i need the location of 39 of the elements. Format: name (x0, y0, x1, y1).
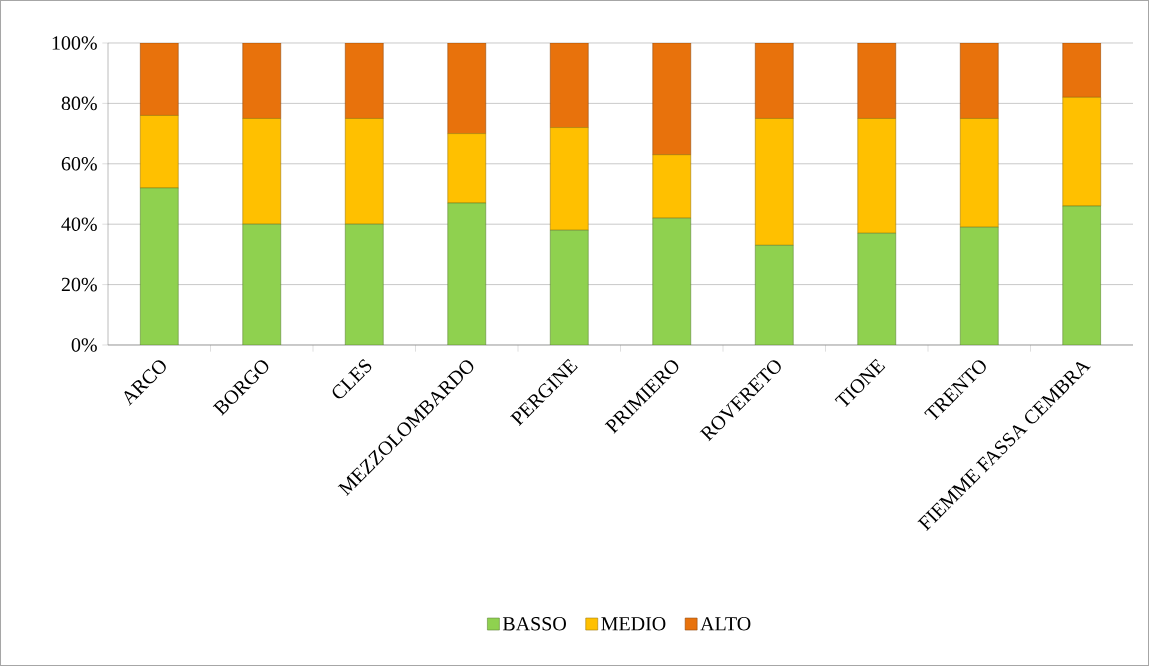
bar (652, 154, 692, 219)
bar (242, 42, 282, 119)
bar (344, 223, 384, 345)
y-tick-label: 20% (61, 277, 97, 292)
bar (139, 115, 179, 189)
bar (857, 232, 897, 345)
y-tick-label: 80% (61, 96, 97, 111)
bar (549, 42, 589, 128)
bar (447, 202, 487, 345)
bar (549, 127, 589, 231)
bar (754, 118, 794, 246)
bar (652, 42, 692, 155)
bar (754, 245, 794, 345)
bar (447, 133, 487, 204)
bar (1062, 205, 1102, 345)
bar (959, 42, 999, 119)
y-tick-label: 40% (61, 217, 97, 231)
bar (1062, 42, 1102, 98)
legend-label: ALTO (700, 617, 751, 631)
bar (139, 187, 179, 345)
bar (139, 42, 179, 116)
bar (242, 118, 282, 225)
bar (754, 42, 794, 119)
legend-label: MEDIO (601, 617, 666, 631)
bar (549, 229, 589, 345)
bar (857, 42, 897, 119)
bar (344, 42, 384, 119)
y-tick-label: 60% (61, 157, 97, 171)
y-tick-label: 100% (52, 36, 97, 50)
bar (959, 118, 999, 228)
legend-label: BASSO (502, 617, 566, 631)
bar (857, 118, 897, 234)
bar (652, 217, 692, 345)
bar (447, 42, 487, 134)
y-tick-label: 0% (71, 338, 97, 352)
bar (242, 223, 282, 345)
bar (1062, 97, 1102, 207)
bar (344, 118, 384, 225)
bar (959, 226, 999, 345)
